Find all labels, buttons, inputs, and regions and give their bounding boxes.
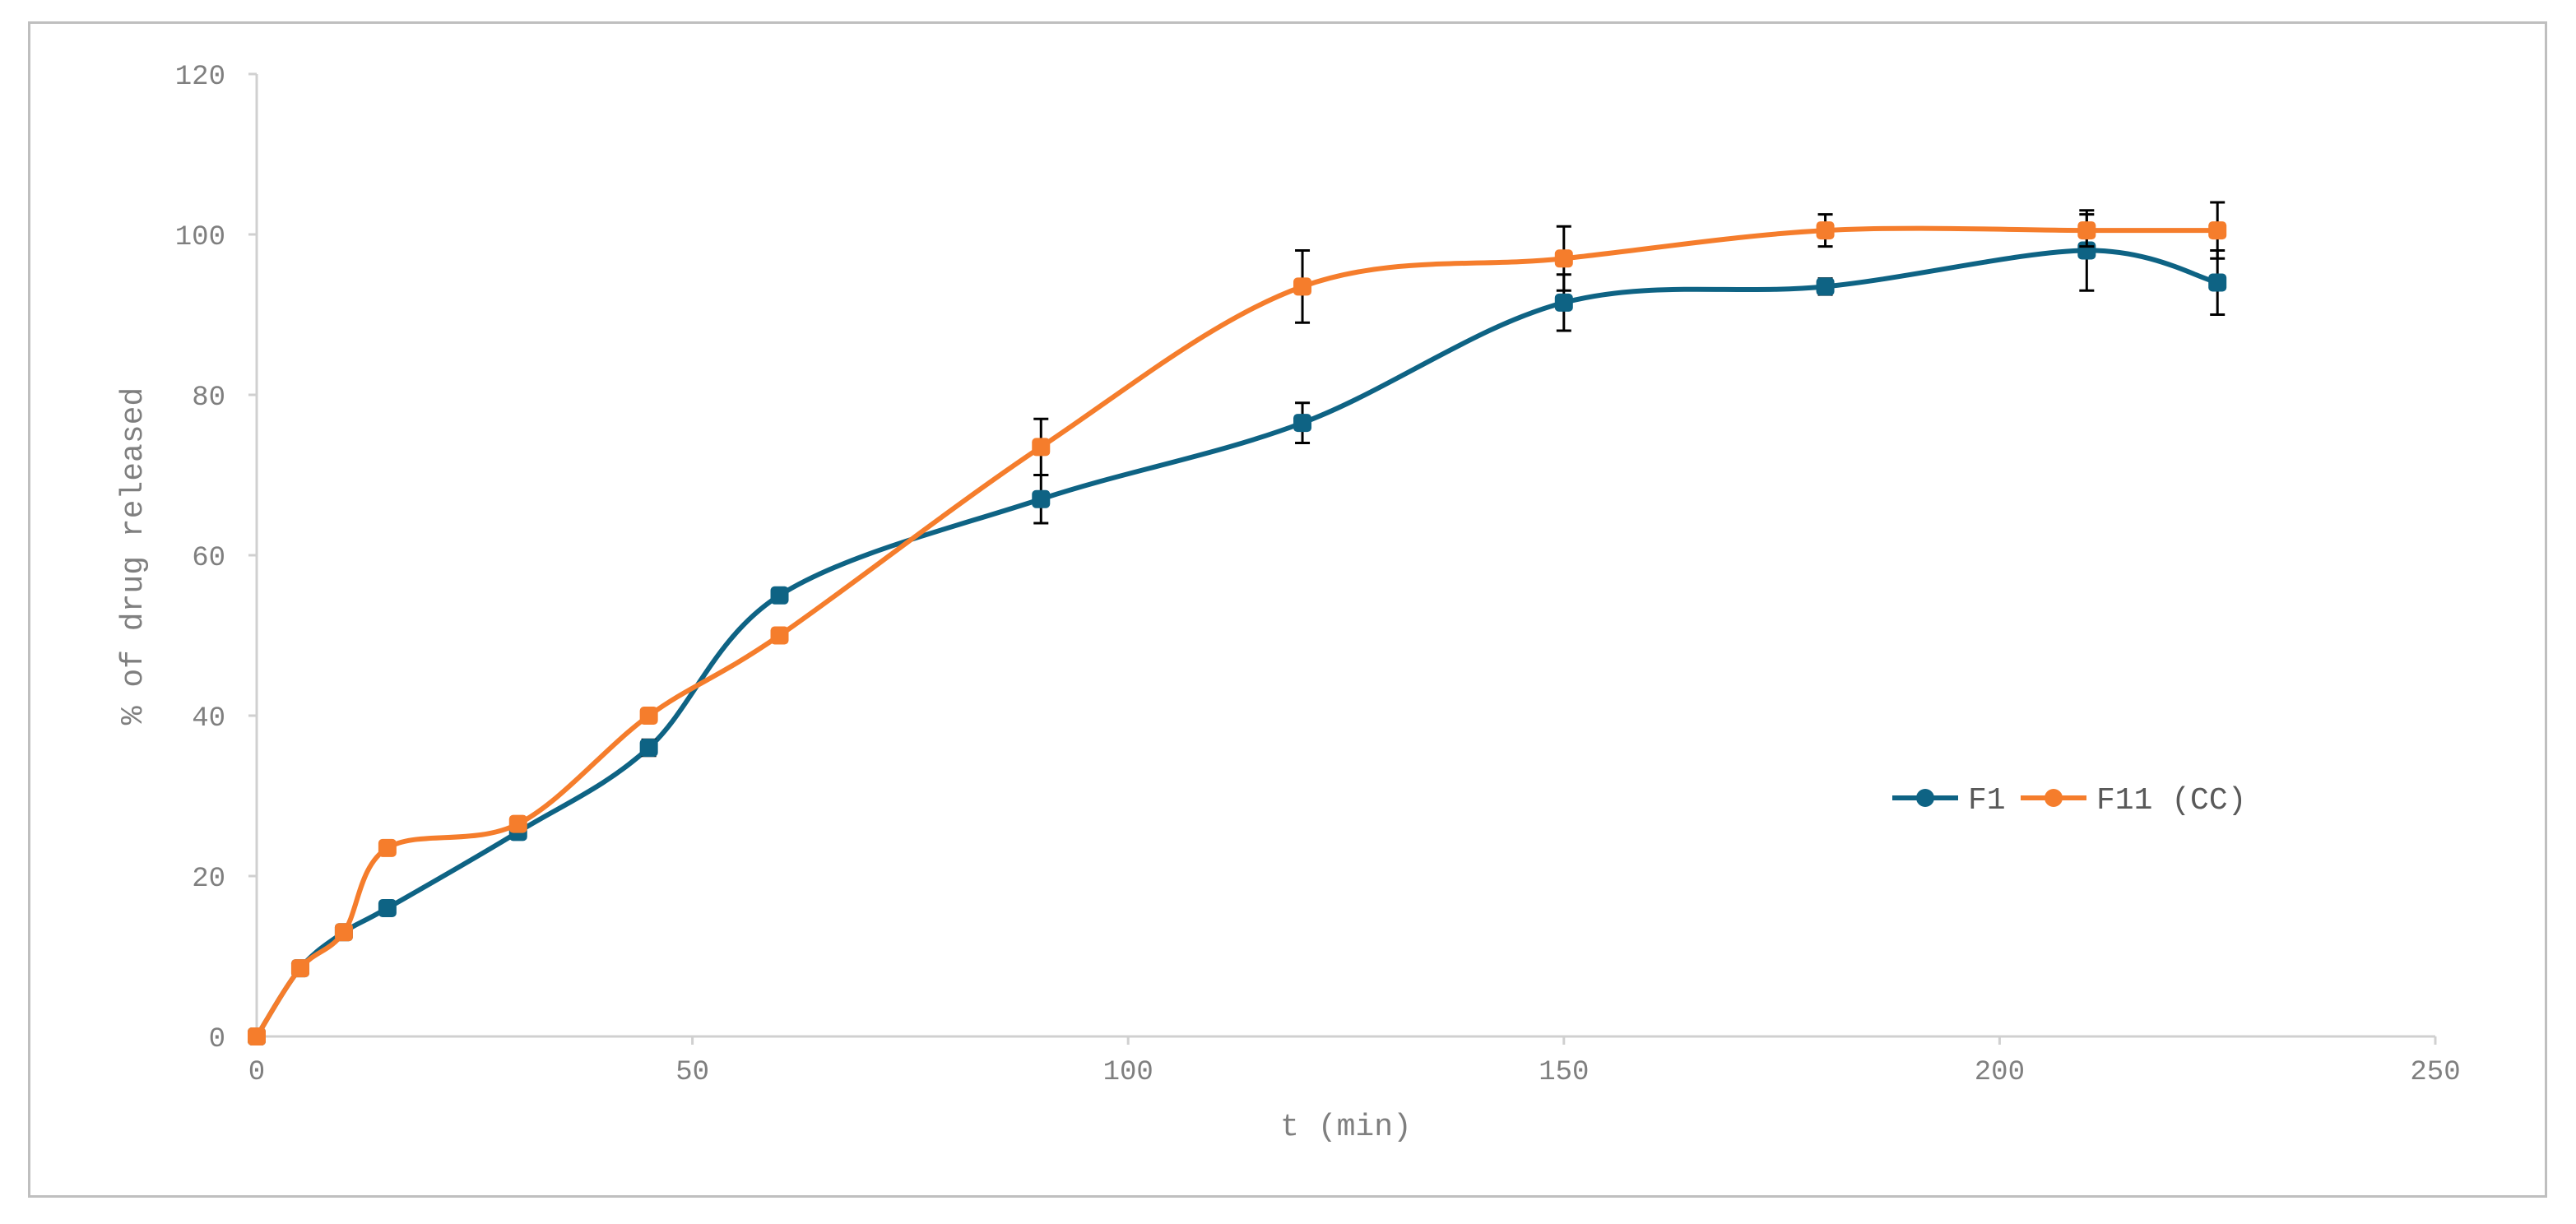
legend-marker-f1 <box>1916 789 1934 807</box>
legend-marker-f11 <box>2045 789 2063 807</box>
data-point-f11 <box>1554 249 1573 268</box>
x-tick-label: 150 <box>1539 1057 1589 1088</box>
x-tick-label: 200 <box>1975 1057 2025 1088</box>
y-tick-label: 100 <box>175 222 225 253</box>
data-point-f11 <box>639 707 658 725</box>
data-point-f11 <box>248 1027 266 1046</box>
data-point-f1 <box>770 586 789 605</box>
data-point-f11 <box>290 959 309 978</box>
data-point-f1 <box>1554 293 1573 312</box>
legend-label-f11: F11 (CC) <box>2096 783 2246 818</box>
y-tick-label: 0 <box>209 1024 225 1055</box>
x-tick-label: 0 <box>248 1057 265 1088</box>
y-axis-title: % of drug released <box>116 387 151 725</box>
y-tick-label: 60 <box>192 543 225 574</box>
data-point-f11 <box>1816 221 1835 240</box>
x-axis-title: t (min) <box>1280 1110 1412 1145</box>
plot-area <box>248 201 2227 1046</box>
data-point-f11 <box>770 626 789 645</box>
y-tick-label: 40 <box>192 703 225 735</box>
data-point-f1 <box>378 899 397 917</box>
series-line-f11 <box>254 225 2221 1039</box>
data-point-f11 <box>2208 221 2227 240</box>
data-point-f11 <box>2077 221 2096 240</box>
y-tick-label: 20 <box>192 864 225 895</box>
data-point-f11 <box>378 838 397 857</box>
legend: F1 F11 (CC) <box>1892 783 2246 818</box>
data-point-f11 <box>1032 438 1051 457</box>
data-point-f11 <box>1293 277 1312 296</box>
x-tick-label: 100 <box>1103 1057 1153 1088</box>
data-point-f1 <box>2208 273 2227 292</box>
x-tick-label: 250 <box>2410 1057 2460 1088</box>
chart-frame <box>28 21 2547 1198</box>
data-point-f11 <box>508 814 527 833</box>
y-tick-label: 80 <box>192 382 225 414</box>
data-point-f1 <box>1293 414 1312 433</box>
data-point-f1 <box>1032 489 1051 508</box>
data-point-f1 <box>1816 277 1835 296</box>
data-point-f11 <box>334 923 353 942</box>
x-tick-label: 50 <box>675 1057 709 1088</box>
y-tick-label: 120 <box>175 62 225 93</box>
data-point-f1 <box>639 739 658 757</box>
series-line-f1 <box>254 248 2221 1039</box>
legend-label-f1: F1 <box>1968 783 2006 818</box>
axes: 0 20 40 60 80 100 120 0 50 100 150 200 250 <box>175 62 2461 1088</box>
